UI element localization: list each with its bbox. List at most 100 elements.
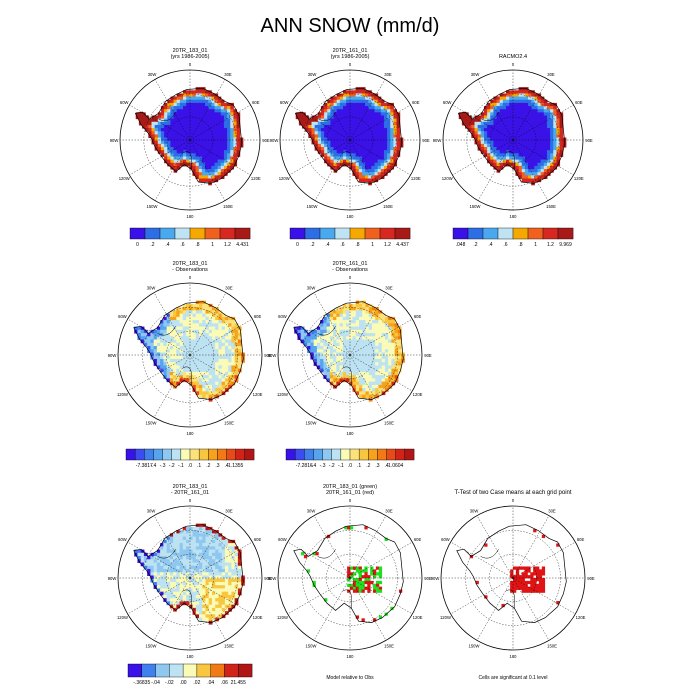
- panel-p7-grid-cell: [218, 581, 223, 586]
- panel-p2-grid-cell: [339, 143, 344, 148]
- panel-p4-grid-cell: [228, 368, 232, 373]
- panel-p9-sig-cell: [510, 589, 514, 593]
- panel-p3-grid-cell: [487, 150, 491, 154]
- panel-p3-grid-cell: [509, 156, 513, 161]
- panel-p5-grid-cell: [384, 333, 389, 337]
- panel-p8-sig-cell: [355, 615, 360, 619]
- panel-p4-grid-cell: [205, 375, 210, 379]
- panel-p2-grid-cell: [368, 140, 372, 145]
- panel-p2-grid-cell: [355, 96, 360, 101]
- panel-p7-grid-cell: [173, 549, 177, 554]
- panel-p4-grid-cell: [221, 388, 226, 392]
- panel-p7-grid-cell: [173, 569, 177, 573]
- panel-p7-grid-cell: [156, 569, 161, 573]
- panel-p4-grid-cell: [211, 368, 216, 373]
- panel-p4-grid-cell: [192, 316, 197, 321]
- panel-p3-grid-cell: [509, 153, 513, 157]
- panel-p7-grid-cell: [215, 594, 219, 599]
- panel-p4-grid-cell: [215, 352, 219, 357]
- panel-p4-grid-cell: [182, 303, 187, 308]
- panel-p9-sig-cell: [515, 572, 520, 576]
- panel-p5-grid-cell: [359, 362, 363, 366]
- panel-p2-colorbar-swatch: [334, 227, 351, 240]
- panel-p4-grid-cell: [221, 313, 226, 318]
- panel-p2-grid-cell: [387, 156, 391, 161]
- panel-p3-grid-cell: [550, 121, 554, 126]
- panel-p9-meridian-8: [450, 577, 514, 615]
- panel-p1-grid-cell: [160, 106, 165, 110]
- panel-p2-grid-cell: [333, 159, 338, 164]
- panel-p4-grid-cell: [137, 333, 142, 337]
- panel-p3-grid-cell: [521, 87, 526, 91]
- panel-p5-grid-cell: [359, 342, 363, 347]
- panel-p7-grid-cell: [218, 578, 223, 583]
- panel-p8-sig-cell: [358, 572, 362, 576]
- panel-p4-grid-cell: [215, 339, 219, 344]
- panel-p3-grid-cell: [531, 90, 535, 94]
- figure-title: ANN SNOW (mm/d): [261, 15, 440, 37]
- panel-p1-grid-cell: [151, 131, 156, 135]
- panel-p9-sig-cell: [536, 578, 540, 582]
- panel-p2-grid-cell: [336, 106, 341, 110]
- panel-p4-grid-cell: [186, 352, 190, 357]
- panel-p1-grid-cell: [186, 124, 190, 129]
- panel-p1: 20TR_183_01(yrs 1986-2005)030E60E90E120E…: [110, 48, 270, 248]
- panel-p3-grid-cell: [468, 124, 472, 129]
- panel-p5-grid-cell: [368, 352, 373, 357]
- panel-p5-grid-cell: [381, 388, 386, 392]
- panel-p4-grid-cell: [205, 307, 210, 311]
- panel-p7-grid-cell: [202, 611, 206, 615]
- panel-p3-grid-cell: [468, 121, 472, 126]
- panel-p2-grid-cell: [390, 115, 394, 120]
- panel-p1-grid-cell: [164, 115, 168, 120]
- panel-p5-grid-cell: [333, 355, 337, 360]
- panel-p4-grid-cell: [202, 352, 206, 357]
- panel-p5-grid-cell: [384, 362, 389, 366]
- panel-p7-grid-cell: [218, 594, 223, 599]
- panel-p7-grid-cell: [179, 569, 184, 573]
- panel-p4-grid-cell: [234, 336, 239, 341]
- panel-p4-grid-cell: [237, 342, 242, 347]
- panel-p4-grid-cell: [234, 333, 239, 337]
- panel-p8-sig-cell: [373, 575, 377, 579]
- panel-p7-grid-cell: [215, 572, 219, 576]
- panel-p1-grid-cell: [205, 115, 209, 120]
- panel-p3-grid-cell: [499, 150, 504, 154]
- panel-p5-grid-cell: [346, 342, 350, 347]
- panel-p5-grid-cell: [336, 320, 341, 324]
- panel-p5-grid-cell: [355, 307, 360, 311]
- panel-p7-grid-cell: [199, 601, 203, 606]
- panel-p7-grid-cell: [218, 562, 223, 567]
- panel-p4-grid-cell: [143, 339, 148, 344]
- panel-p1-grid-cell: [195, 112, 200, 116]
- panel-p3-grid-cell: [528, 106, 532, 110]
- panel-p5-grid-cell: [365, 303, 370, 308]
- panel-p1-grid-cell: [233, 131, 238, 135]
- panel-p7-grid-cell: [173, 539, 177, 544]
- panel-p3-grid-cell: [556, 134, 561, 139]
- panel-p4-grid-cell: [205, 358, 210, 363]
- panel-p4-grid-cell: [215, 323, 219, 328]
- panel-p1-grid-cell: [230, 121, 234, 126]
- panel-p5-grid-cell: [352, 333, 357, 337]
- panel-p5-grid-cell: [349, 313, 354, 318]
- panel-p1-grid-cell: [230, 162, 234, 167]
- panel-p1-grid-cell: [227, 153, 231, 157]
- panel-p1-grid-cell: [205, 99, 209, 104]
- panel-p5-grid-cell: [362, 320, 366, 324]
- panel-p7-grid-cell: [228, 572, 232, 576]
- panel-p7-grid-cell: [199, 565, 203, 570]
- panel-p1-grid-cell: [230, 118, 234, 123]
- panel-p2-grid-cell: [339, 124, 344, 129]
- panel-p5-grid-cell: [336, 378, 341, 383]
- panel-p1-grid-cell: [201, 109, 206, 113]
- panel-p5-grid-cell: [342, 349, 347, 353]
- panel-p1-grid-cell: [233, 124, 238, 129]
- panel-p4-grid-cell: [169, 358, 174, 363]
- panel-p5-grid-cell: [329, 316, 334, 321]
- panel-p4-grid-cell: [192, 307, 197, 311]
- panel-p3-grid-cell: [543, 156, 548, 161]
- panel-p1-meridian-1: [189, 79, 226, 141]
- panel-p4-lon-label-bottom: 180: [187, 431, 195, 436]
- panel-p2-grid-cell: [352, 140, 357, 145]
